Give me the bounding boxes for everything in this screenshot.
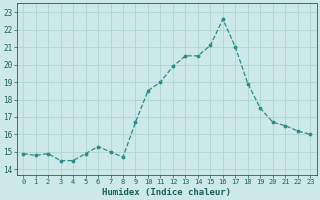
X-axis label: Humidex (Indice chaleur): Humidex (Indice chaleur) — [102, 188, 231, 197]
